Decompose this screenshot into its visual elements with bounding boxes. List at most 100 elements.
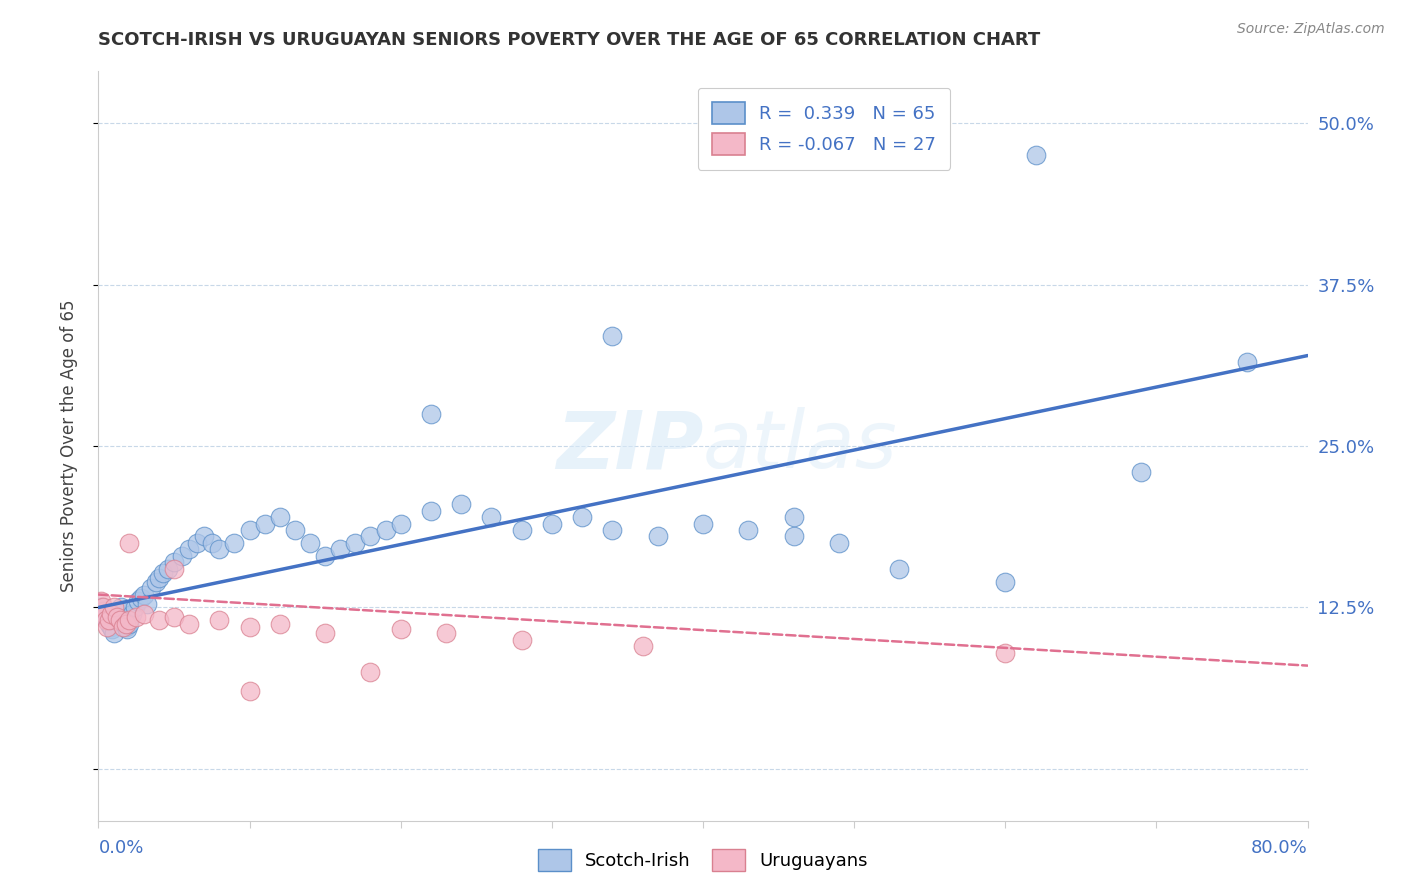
- Point: [269, 510, 291, 524]
- Point: [299, 536, 322, 550]
- Point: [647, 529, 669, 543]
- Point: [90, 594, 112, 608]
- Point: [631, 639, 654, 653]
- Point: [314, 626, 336, 640]
- Point: [201, 536, 224, 550]
- Point: [114, 620, 136, 634]
- Point: [737, 523, 759, 537]
- Point: [239, 523, 262, 537]
- Point: [98, 617, 121, 632]
- Point: [170, 549, 193, 563]
- Point: [329, 542, 352, 557]
- Point: [115, 623, 138, 637]
- Point: [224, 536, 246, 550]
- Point: [121, 607, 143, 621]
- Text: Source: ZipAtlas.com: Source: ZipAtlas.com: [1237, 22, 1385, 37]
- Point: [108, 614, 131, 628]
- Point: [148, 571, 170, 585]
- Point: [98, 614, 121, 628]
- Point: [101, 623, 124, 637]
- Point: [100, 620, 122, 634]
- Point: [112, 615, 135, 630]
- Text: 80.0%: 80.0%: [1251, 839, 1308, 857]
- Point: [540, 516, 562, 531]
- Point: [828, 536, 851, 550]
- Point: [107, 607, 129, 621]
- Point: [163, 609, 186, 624]
- Point: [127, 594, 149, 608]
- Text: ZIP: ZIP: [555, 407, 703, 485]
- Point: [94, 614, 117, 628]
- Point: [692, 516, 714, 531]
- Point: [420, 503, 443, 517]
- Text: 0.0%: 0.0%: [98, 839, 143, 857]
- Point: [360, 529, 382, 543]
- Point: [108, 604, 131, 618]
- Point: [179, 617, 201, 632]
- Point: [1130, 465, 1153, 479]
- Point: [129, 591, 152, 606]
- Point: [163, 555, 186, 569]
- Point: [103, 600, 125, 615]
- Point: [239, 684, 262, 698]
- Point: [104, 614, 127, 628]
- Point: [132, 607, 155, 621]
- Point: [91, 604, 114, 618]
- Point: [1024, 148, 1046, 162]
- Point: [124, 600, 146, 615]
- Point: [96, 620, 118, 634]
- Point: [135, 597, 157, 611]
- Text: SCOTCH-IRISH VS URUGUAYAN SENIORS POVERTY OVER THE AGE OF 65 CORRELATION CHART: SCOTCH-IRISH VS URUGUAYAN SENIORS POVERT…: [98, 31, 1040, 49]
- Point: [420, 407, 443, 421]
- Point: [118, 617, 141, 632]
- Point: [284, 523, 307, 537]
- Point: [93, 609, 115, 624]
- Point: [110, 600, 132, 615]
- Point: [510, 632, 533, 647]
- Point: [152, 566, 174, 580]
- Y-axis label: Seniors Poverty Over the Age of 65: Seniors Poverty Over the Age of 65: [59, 300, 77, 592]
- Point: [125, 609, 148, 624]
- Point: [96, 614, 118, 628]
- Point: [253, 516, 276, 531]
- Point: [783, 510, 806, 524]
- Point: [450, 497, 472, 511]
- Point: [374, 523, 396, 537]
- Text: atlas: atlas: [703, 407, 898, 485]
- Point: [179, 542, 201, 557]
- Point: [389, 623, 412, 637]
- Point: [114, 617, 136, 632]
- Legend: Scotch-Irish, Uruguayans: Scotch-Irish, Uruguayans: [531, 842, 875, 879]
- Point: [145, 574, 167, 589]
- Point: [481, 510, 503, 524]
- Point: [994, 646, 1017, 660]
- Point: [193, 529, 215, 543]
- Point: [90, 600, 112, 615]
- Point: [571, 510, 593, 524]
- Legend: R =  0.339   N = 65, R = -0.067   N = 27: R = 0.339 N = 65, R = -0.067 N = 27: [697, 88, 950, 169]
- Point: [269, 617, 291, 632]
- Point: [186, 536, 208, 550]
- Point: [602, 329, 624, 343]
- Point: [148, 614, 170, 628]
- Point: [1236, 355, 1258, 369]
- Point: [141, 581, 163, 595]
- Point: [94, 607, 117, 621]
- Point: [132, 588, 155, 602]
- Point: [93, 607, 115, 621]
- Point: [111, 620, 134, 634]
- Point: [100, 607, 122, 621]
- Point: [510, 523, 533, 537]
- Point: [602, 523, 624, 537]
- Point: [208, 614, 231, 628]
- Point: [111, 614, 134, 628]
- Point: [994, 574, 1017, 589]
- Point: [156, 562, 179, 576]
- Point: [314, 549, 336, 563]
- Point: [118, 614, 141, 628]
- Point: [434, 626, 457, 640]
- Point: [105, 609, 128, 624]
- Point: [103, 626, 125, 640]
- Point: [889, 562, 911, 576]
- Point: [360, 665, 382, 679]
